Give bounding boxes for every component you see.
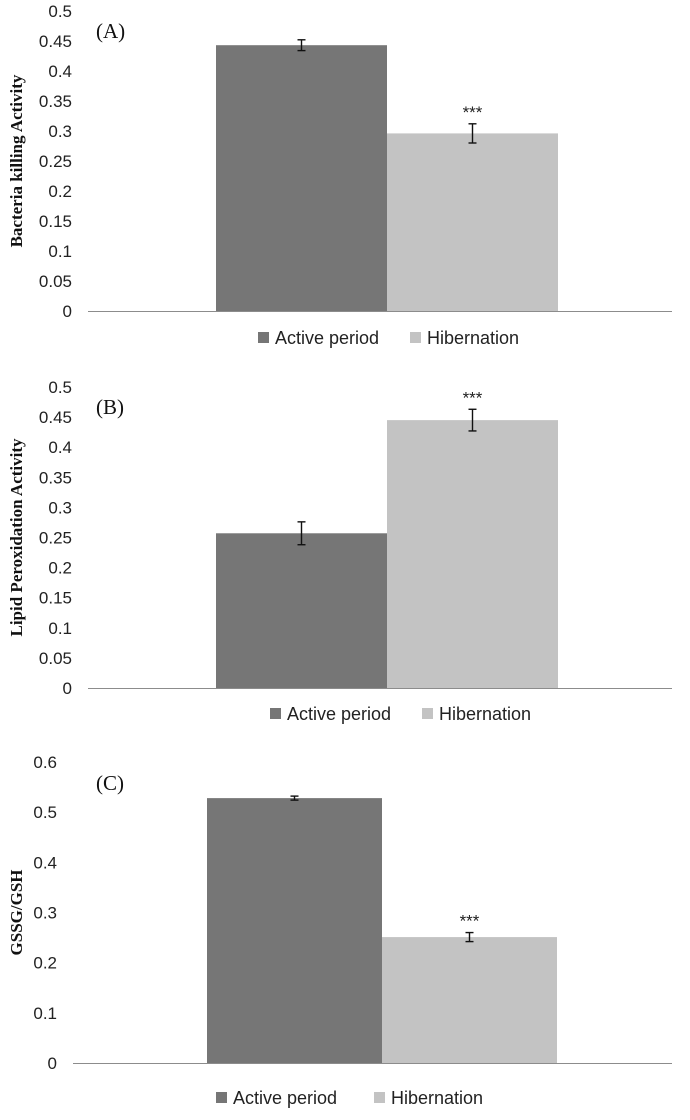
y-tick-label: 0.05 xyxy=(39,649,72,668)
y-tick-label: 0.4 xyxy=(33,853,57,872)
legend-swatch xyxy=(410,332,421,343)
y-tick-label: 0.45 xyxy=(39,408,72,427)
y-tick-label: 0.3 xyxy=(48,498,72,517)
bar-hibernation xyxy=(387,420,558,688)
bar-hibernation xyxy=(387,133,558,311)
y-tick-label: 0.4 xyxy=(48,438,72,457)
y-tick-label: 0.4 xyxy=(48,62,72,81)
legend-swatch xyxy=(422,708,433,719)
significance-label: *** xyxy=(460,912,480,931)
y-tick-label: 0.2 xyxy=(48,182,72,201)
bar-hibernation xyxy=(382,937,557,1063)
bar-active-period xyxy=(216,533,387,688)
y-tick-label: 0.5 xyxy=(48,2,72,21)
y-tick-label: 0.15 xyxy=(39,589,72,608)
y-tick-label: 0.45 xyxy=(39,32,72,51)
y-tick-label: 0.15 xyxy=(39,212,72,231)
y-tick-label: 0.2 xyxy=(33,954,57,973)
legend-label: Active period xyxy=(287,704,391,724)
y-tick-label: 0.5 xyxy=(33,803,57,822)
significance-label: *** xyxy=(463,103,483,122)
y-tick-label: 0.05 xyxy=(39,272,72,291)
bar-active-period xyxy=(216,45,387,311)
y-tick-label: 0.35 xyxy=(39,468,72,487)
panel-label: (C) xyxy=(96,771,124,795)
y-tick-label: 0.25 xyxy=(39,529,72,548)
y-tick-label: 0.5 xyxy=(48,378,72,397)
legend-label: Hibernation xyxy=(391,1088,483,1108)
y-axis-label: Bacteria killing Activity xyxy=(7,74,26,247)
legend-label: Hibernation xyxy=(439,704,531,724)
legend-swatch xyxy=(374,1092,385,1103)
legend-swatch xyxy=(216,1092,227,1103)
y-tick-label: 0.6 xyxy=(33,753,57,772)
bar-active-period xyxy=(207,798,382,1063)
y-axis-label: GSSG/GSH xyxy=(7,870,26,956)
legend-swatch xyxy=(258,332,269,343)
chart-panel-2: 0 0.05 0.1 0.15 0.2 0.25 0.3 0.35 0.4 0.45 0.5 Lipi… xyxy=(7,378,672,724)
y-tick-label: 0 xyxy=(63,679,72,698)
y-tick-label: 0.25 xyxy=(39,152,72,171)
y-axis-label: Lipid Peroxidation Activity xyxy=(7,438,26,637)
chart-panel-3: 0 0.1 0.2 0.3 0.4 0.5 0.6 GSSG/GSH *** (C) Active … xyxy=(7,753,672,1108)
legend-label: Hibernation xyxy=(427,328,519,348)
significance-label: *** xyxy=(463,388,483,407)
y-tick-label: 0 xyxy=(48,1054,57,1073)
y-tick-label: 0.3 xyxy=(48,122,72,141)
chart-panel-1: 0 0.05 0.1 0.15 0.2 0.25 0.3 0.35 0.4 0.45 0.5 Bact… xyxy=(7,2,672,348)
panel-label: (A) xyxy=(96,19,125,43)
y-tick-label: 0.1 xyxy=(33,1004,57,1023)
legend-label: Active period xyxy=(275,328,379,348)
y-tick-label: 0.1 xyxy=(48,619,72,638)
panel-label: (B) xyxy=(96,395,124,419)
y-tick-label: 0.3 xyxy=(33,904,57,923)
y-tick-label: 0 xyxy=(63,302,72,321)
y-tick-label: 0.35 xyxy=(39,92,72,111)
y-tick-label: 0.1 xyxy=(48,242,72,261)
legend-label: Active period xyxy=(233,1088,337,1108)
legend-swatch xyxy=(270,708,281,719)
y-tick-label: 0.2 xyxy=(48,559,72,578)
